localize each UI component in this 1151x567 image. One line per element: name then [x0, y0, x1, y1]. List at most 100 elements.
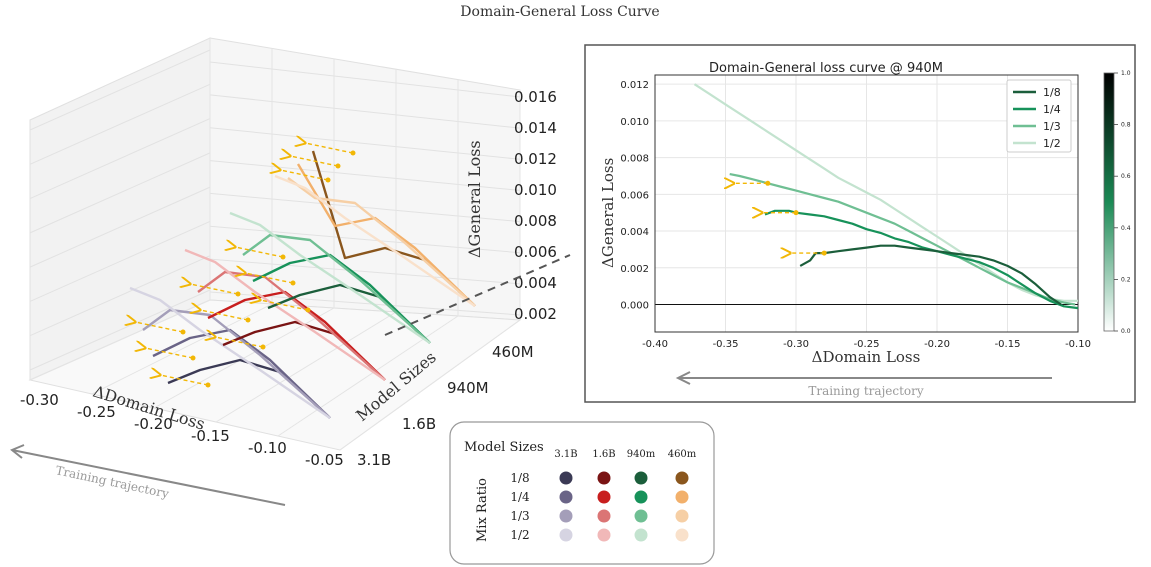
legend-label: 1/2 — [1043, 137, 1061, 150]
legend-row-label: 1/3 — [510, 509, 529, 523]
colorbar-tick-label: 0.0 — [1121, 328, 1131, 335]
grid-line-back — [209, 258, 521, 285]
grid-line-left — [29, 220, 211, 302]
trajectory-point-3d — [245, 317, 251, 323]
y-tick-label-3d: 940M — [447, 379, 489, 397]
trajectory-point — [765, 180, 771, 186]
grid-line-floor — [91, 303, 273, 395]
y-tick-label-3d: 460M — [492, 343, 534, 361]
z-tick-label: 0.014 — [514, 119, 557, 137]
series-line — [764, 209, 1079, 310]
legend-column-label: 460m — [668, 449, 697, 460]
figure-title: Domain-General Loss Curve — [460, 4, 659, 20]
legend-box — [1006, 79, 1072, 153]
legend-table: Model Sizes Mix Ratio 3.1B 1.6B 940m 460m 1/… — [449, 421, 715, 565]
legend-color-dot — [559, 528, 573, 542]
legend-color-dot — [634, 509, 648, 523]
x-tick-label: -0.25 — [854, 339, 880, 350]
legend-color-dot — [597, 509, 611, 523]
grid-line-left — [29, 83, 211, 165]
trajectory-arrow-left — [11, 449, 286, 506]
z-tick-label: 0.002 — [514, 305, 557, 323]
trajectory-point-3d — [290, 280, 296, 286]
inset-x-label: ΔDomain Loss — [812, 348, 921, 366]
y-tick-label: 0.002 — [620, 264, 649, 275]
inset-y-label: ΔGeneral Loss — [599, 158, 617, 268]
grid-line-floor — [339, 319, 521, 451]
z-tick-label: 0.012 — [514, 150, 557, 168]
y-tick-label: 0.010 — [620, 117, 649, 128]
arrows-3d — [135, 143, 356, 388]
colorbar-tick-label: 0.6 — [1121, 173, 1131, 180]
trajectory-point — [793, 210, 799, 216]
legend-color-dot — [675, 509, 689, 523]
legend-column-label: 940m — [627, 449, 656, 460]
grid-line-back — [209, 61, 521, 98]
trajectory-point-3d — [235, 291, 241, 297]
z-tick-label: 0.006 — [514, 243, 557, 261]
grid-line-floor — [29, 299, 211, 381]
grid-line-left — [29, 289, 211, 371]
legend-color-dot — [559, 490, 573, 504]
x-tick-label: -0.40 — [642, 339, 668, 350]
legend-color-dot — [597, 490, 611, 504]
inset-panel: Domain-General loss curve @ 940M -0.40 -0… — [584, 44, 1136, 403]
z-ticks: 0.016 0.014 0.012 0.010 0.008 0.006 0.004 0.002 — [514, 88, 557, 323]
trajectory-marker-3d — [245, 273, 294, 284]
curve-3d — [184, 248, 386, 381]
legend-color-dot — [634, 528, 648, 542]
curve-3d — [242, 233, 431, 344]
trajectory-marker-3d — [160, 375, 209, 386]
colorbar-tick-label: 0.4 — [1121, 225, 1131, 232]
legend-color-dot — [597, 471, 611, 485]
trajectory-point-3d — [190, 355, 196, 361]
legend-row-label: 1/2 — [510, 528, 529, 542]
x-tick-label: -0.30 — [783, 339, 809, 350]
inset-legend: 1/8 1/4 1/3 1/2 — [1006, 79, 1072, 153]
trajectory-point-3d — [305, 307, 311, 313]
x-tick-label-3d: -0.30 — [20, 391, 59, 409]
x-tick-label: -0.20 — [924, 339, 950, 350]
x-ticks-3d: -0.30 -0.25 -0.20 -0.15 -0.10 -0.05 — [20, 391, 344, 469]
z-axis-label: ΔGeneral Loss — [465, 140, 484, 258]
trajectory-point-3d — [325, 177, 331, 183]
legend-cells: 3.1B 1.6B 940m 460m 1/8 1/4 1/3 1/2 — [510, 449, 696, 542]
z-tick-label: 0.004 — [514, 274, 557, 292]
trajectory-marker-3d — [215, 337, 264, 348]
legend-label: 1/4 — [1043, 103, 1061, 116]
trajectory-marker-3d — [135, 322, 184, 333]
trajectory-arrowhead-inset — [675, 371, 691, 385]
trajectory-arrowhead-left — [10, 444, 25, 459]
x-tick-label: -0.15 — [995, 339, 1021, 350]
legend-color-dot — [634, 490, 648, 504]
legend-color-dot — [559, 509, 573, 523]
colorbar-tick-label: 0.8 — [1121, 122, 1131, 129]
y-tick-label-3d: 1.6B — [402, 415, 436, 433]
grid-line-left — [29, 49, 211, 131]
x-tick-label-3d: -0.20 — [134, 415, 173, 433]
grid-line-back — [209, 94, 521, 129]
series-line — [729, 173, 1076, 306]
grid-line-floor — [215, 311, 397, 423]
grid-line-back — [209, 160, 521, 191]
grid-line-back — [209, 225, 521, 254]
trajectory-point-3d — [350, 150, 356, 156]
trajectory-label-left: Training trajectory — [54, 463, 170, 501]
colorbar-ticks: 0.0 0.2 0.4 0.6 0.8 1.0 — [1114, 70, 1131, 335]
legend-col-header: Model Sizes — [464, 440, 544, 455]
legend-label: 1/8 — [1043, 86, 1061, 99]
legend-color-dot — [634, 471, 648, 485]
y-tick-label-3d: 3.1B — [357, 451, 391, 469]
y-tick-label: 0.006 — [620, 190, 649, 201]
trajectory-label-inset: Training trajectory — [808, 384, 924, 398]
x-tick-label-3d: -0.25 — [77, 403, 116, 421]
curve-3d — [229, 211, 431, 344]
inset-title: Domain-General loss curve @ 940M — [709, 61, 943, 76]
x-tick-label-3d: -0.10 — [248, 439, 287, 457]
legend-color-dot — [559, 471, 573, 485]
y-tick-label: 0.000 — [620, 300, 649, 311]
y-tick-label: 0.004 — [620, 227, 649, 238]
trajectory-point-3d — [180, 329, 186, 335]
trajectory-marker-3d — [280, 170, 329, 181]
